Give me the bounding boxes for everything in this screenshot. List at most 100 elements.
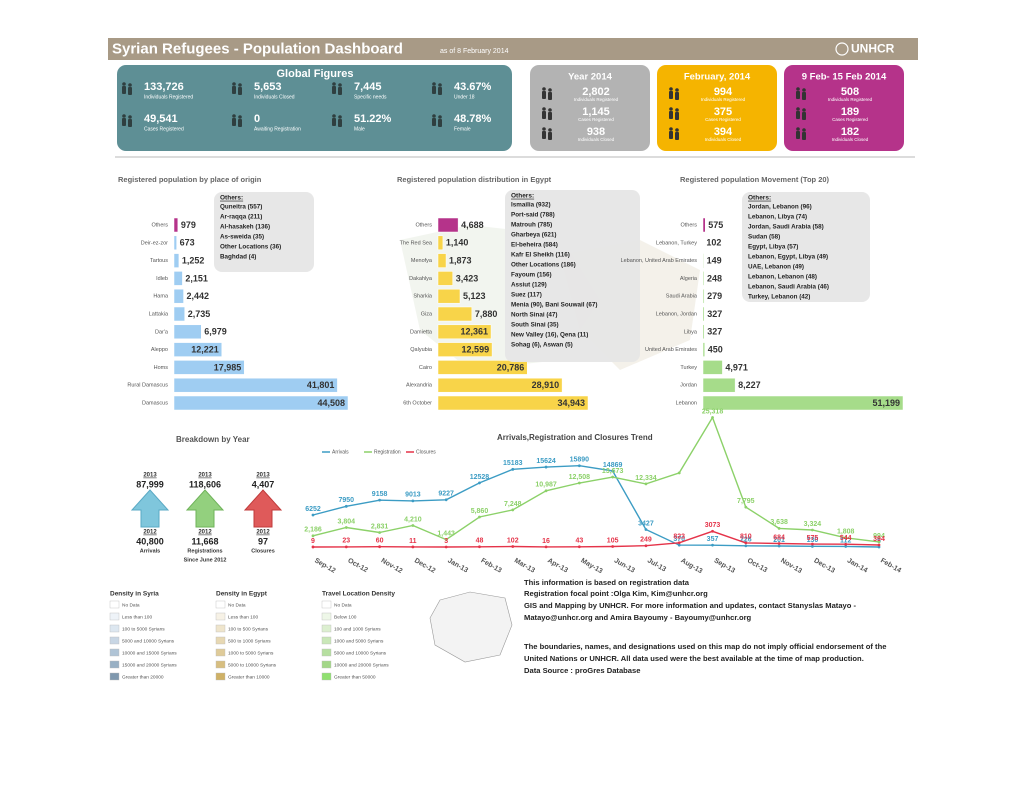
legend-swatch [109, 600, 120, 609]
person-icon [675, 112, 679, 120]
person-icon [238, 119, 242, 127]
point-label: 12,508 [569, 474, 591, 481]
breakdown-label: Closures [251, 548, 275, 554]
bar [702, 253, 704, 268]
legend-title: Travel Location Density [322, 591, 395, 598]
bar [437, 253, 447, 268]
footer-note: The boundaries, names, and designations … [524, 642, 886, 651]
series-point [877, 545, 881, 549]
person-icon [675, 88, 679, 92]
note-line: Fayoum (156) [511, 272, 552, 279]
series-point [644, 482, 648, 486]
note-line: Sudan (58) [748, 234, 780, 241]
point-label: 12528 [470, 474, 490, 481]
breakdown-value: 87,999 [136, 479, 164, 489]
period-title: Year 2014 [568, 72, 613, 83]
bar [173, 306, 185, 322]
figure-value: 43.67% [454, 81, 492, 93]
legend-item: 5000 and 10000 Syrians [122, 638, 175, 644]
series-point [711, 543, 714, 547]
series-point [611, 469, 615, 473]
point-label: 201 [773, 537, 785, 544]
note-line: UAE, Lebanon (49) [748, 264, 804, 271]
person-icon [796, 107, 800, 111]
note-line: Lebanon, Lebanon (48) [748, 274, 817, 281]
value-label: 1,252 [182, 255, 205, 265]
breakdown-value: 11,668 [191, 536, 218, 546]
person-icon [332, 86, 336, 94]
period-label: Individuals Registered [574, 97, 619, 102]
footer-note: Matayo@unhcr.org and Amira Bayoumy - Bay… [524, 613, 752, 622]
note-line: Quneitra (557) [220, 204, 262, 211]
chart-title: Registered population Movement (Top 20) [680, 175, 830, 184]
point-label: 1,443 [437, 530, 455, 537]
series-point [844, 536, 848, 540]
series-point [877, 540, 881, 544]
chart-title: Arrivals,Registration and Closures Trend [497, 433, 653, 442]
note-line: North Sinai (47) [511, 312, 558, 319]
person-icon [232, 82, 236, 86]
person-icon [542, 111, 546, 119]
series-point [344, 504, 348, 508]
person-icon [128, 119, 132, 127]
person-icon [122, 82, 126, 86]
note-line: Lebanon, Libya (74) [748, 214, 807, 221]
series-point [411, 524, 415, 527]
series-point [378, 498, 381, 502]
figure-value: 51.22% [354, 113, 392, 125]
note-box [505, 190, 640, 362]
series-point [711, 416, 714, 419]
category-label: Lebanon [676, 400, 697, 406]
person-icon [796, 131, 800, 139]
note-line: Kafr El Sheikh (116) [511, 252, 570, 259]
legend-swatch [215, 600, 226, 609]
bar [173, 395, 349, 411]
point-label: 1,808 [837, 529, 855, 536]
value-label: 4,971 [725, 362, 748, 372]
figure-label: Cases Registered [144, 126, 184, 132]
category-label: Giza [421, 311, 433, 317]
period-title: February, 2014 [684, 72, 751, 83]
value-label: 34,943 [557, 398, 585, 408]
legend-item: 100 and 1000 Syrians [334, 626, 381, 632]
person-icon [128, 83, 132, 87]
point-label: 3,324 [804, 521, 822, 528]
person-icon [669, 131, 673, 139]
bar [173, 271, 183, 286]
note-line: South Sinai (35) [511, 322, 559, 329]
series-point [577, 545, 581, 549]
point-label: 7,248 [504, 501, 522, 508]
value-label: 12,361 [461, 327, 489, 337]
person-icon [669, 107, 673, 111]
person-icon [438, 83, 442, 87]
point-label: 3 [444, 538, 448, 545]
breakdown-year: 2012 [256, 530, 270, 536]
person-icon [438, 119, 442, 127]
category-label: Libya [684, 329, 698, 335]
point-label: 4,210 [404, 516, 422, 523]
legend-item: Less than 100 [228, 614, 258, 620]
person-icon [128, 115, 132, 119]
legend-swatch [321, 624, 332, 633]
breakdown-title: Breakdown by Year [176, 435, 250, 444]
bar [173, 288, 184, 304]
footer-note: United Nations or UNHCR. All data used w… [524, 654, 864, 663]
bar [702, 342, 706, 357]
person-icon [338, 87, 342, 95]
note-line: Egypt, Libya (57) [748, 244, 798, 251]
value-label: 28,910 [532, 380, 560, 390]
legend-item: No Data [228, 602, 246, 608]
point-label: 6252 [305, 506, 321, 513]
note-line: Jordan, Saudi Arabia (58) [748, 224, 824, 231]
point-label: 14869 [603, 462, 623, 469]
legend-item: Greater than 50000 [334, 674, 376, 680]
person-icon [802, 112, 806, 120]
series-point [611, 475, 615, 479]
point-label: 226 [740, 537, 752, 544]
value-label: 327 [707, 309, 722, 319]
legend-label: Closures [416, 449, 436, 455]
category-label: Turkey [680, 365, 697, 371]
note-title: Others: [748, 195, 771, 202]
series-point [711, 529, 714, 533]
period-box [784, 65, 904, 151]
